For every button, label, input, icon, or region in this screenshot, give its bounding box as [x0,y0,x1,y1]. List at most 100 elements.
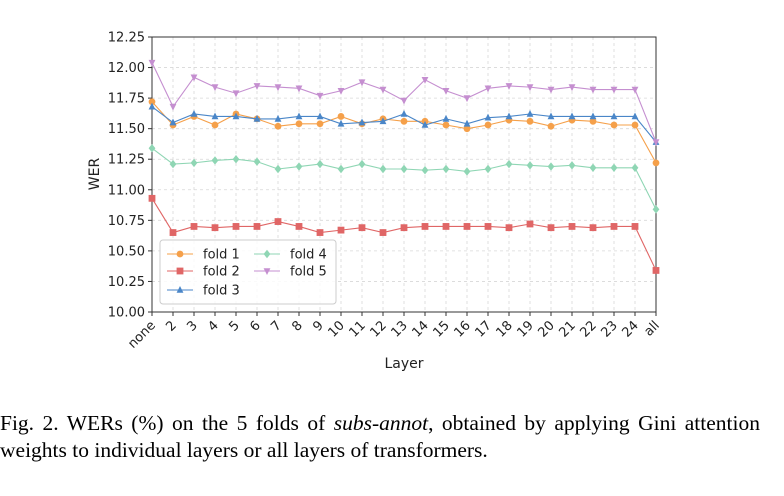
data-point [253,157,261,166]
x-tick-label: 9 [310,318,326,334]
data-point [274,164,282,174]
data-point [610,86,618,94]
data-point [526,220,534,228]
data-point [190,74,198,82]
x-tick-label: 2 [163,318,179,334]
y-tick-label: 10.00 [108,306,145,321]
data-point [211,156,219,165]
data-point [211,84,219,92]
data-point [442,121,450,129]
data-point [316,229,324,236]
data-point [316,112,324,120]
x-tick-label: 10 [326,318,348,340]
series-fold-4 [148,144,660,214]
legend-marker [263,249,271,259]
x-axis-ticks: none 2 3 4 5 6 7 8 91011121314151617181920212223… [125,312,663,352]
data-point [568,84,576,92]
data-point [526,84,534,92]
data-point [295,223,303,230]
x-tick-label: 15 [431,318,453,340]
data-point [148,98,156,106]
data-point [547,162,555,171]
legend-item: fold 1 [167,248,240,263]
data-point [505,224,513,232]
data-point [652,267,660,274]
data-point [484,85,492,93]
data-point [148,59,156,67]
x-tick-label: 23 [599,318,621,340]
legend-marker [176,250,184,258]
data-point [421,121,429,128]
x-tick-label: 14 [410,318,432,340]
data-point [379,164,387,174]
data-point [547,122,555,130]
legend-label: fold 2 [203,265,240,280]
y-axis-label: WER [87,158,103,191]
data-point [421,223,429,230]
data-point [589,112,597,120]
legend: fold 1 fold 2 fold 3 fold 4 fold 5 [159,239,337,305]
data-point [463,119,471,127]
data-point [253,223,261,230]
data-point [463,167,471,176]
legend-item: fold 5 [254,265,327,280]
caption-suffix: , obtained by applying Gini attention we… [0,411,760,462]
x-tick-label: 22 [578,318,600,340]
x-tick-label: 4 [205,318,221,334]
data-point [337,226,345,234]
series-group [148,59,660,274]
series-fold-1 [148,98,660,167]
data-point [442,114,450,122]
data-point [547,224,555,232]
data-point [547,112,555,120]
data-point [400,97,408,105]
legend-label: fold 3 [203,284,240,299]
data-point [421,166,429,175]
y-axis-ticks: 10.00 10.25 10.50 10.75 11.00 11.25 11.50 11.75… [108,31,152,321]
data-point [442,87,450,95]
x-tick-label: 6 [247,318,263,334]
data-point [358,224,366,232]
data-point [631,121,639,129]
x-tick-label: 17 [473,318,495,340]
figure-caption: Fig. 2. WERs (%) on the 5 folds of subs-… [0,410,760,464]
data-point [610,163,618,172]
data-point [442,223,450,230]
data-point [631,163,639,172]
data-point [358,79,366,87]
x-tick-label: 12 [368,318,390,340]
data-point [295,85,303,93]
data-point [652,139,660,147]
y-tick-label: 10.75 [108,214,145,229]
data-point [631,112,639,120]
data-point [337,119,345,127]
data-point [505,112,513,120]
data-point [211,224,219,232]
y-tick-label: 12.25 [108,31,145,46]
data-point [379,117,387,125]
data-point [505,83,513,90]
data-point [274,218,282,225]
data-point [400,164,408,174]
data-point [253,83,261,90]
data-point [400,224,408,232]
data-point [337,164,345,174]
data-point [505,159,513,169]
data-point [358,118,366,126]
data-point [379,86,387,94]
data-point [400,110,408,117]
data-point [610,223,618,230]
legend-item: fold 4 [254,248,327,263]
data-point [169,103,177,111]
x-tick-label: 3 [184,318,200,334]
series-fold-3 [148,102,660,145]
data-point [589,117,597,125]
data-point [400,117,408,125]
wer-line-chart: 10.00 10.25 10.50 10.75 11.00 11.25 11.50 11.75… [87,31,663,373]
data-point [484,223,492,230]
y-tick-label: 11.75 [108,92,145,107]
x-tick-label: 16 [452,318,474,340]
data-point [652,159,660,167]
x-axis-label: Layer [384,356,423,372]
data-point [232,90,240,98]
